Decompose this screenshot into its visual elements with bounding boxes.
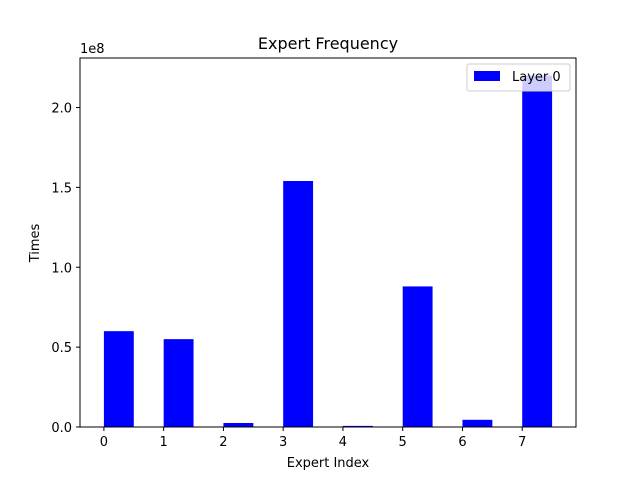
legend-swatch bbox=[474, 71, 500, 81]
x-ticks-group: 0 1 2 3 4 5 6 7 bbox=[100, 427, 526, 450]
bar-expert-5 bbox=[402, 286, 433, 427]
bar-expert-2 bbox=[223, 423, 254, 427]
bar-expert-0 bbox=[103, 331, 134, 427]
y-tick-label: 2.0 bbox=[51, 102, 72, 117]
y-tick-label: 0.5 bbox=[51, 341, 72, 356]
y-tick-label: 0.0 bbox=[51, 421, 72, 436]
y-tick-label: 1.5 bbox=[51, 181, 72, 196]
y-offset-label: 1e8 bbox=[80, 42, 105, 57]
x-tick-label: 3 bbox=[279, 435, 287, 450]
bar-expert-4 bbox=[342, 425, 373, 427]
x-tick-label: 4 bbox=[339, 435, 347, 450]
x-tick-label: 2 bbox=[219, 435, 227, 450]
chart-title: Expert Frequency bbox=[258, 34, 398, 53]
bars-group bbox=[103, 75, 553, 428]
y-tick-label: 1.0 bbox=[51, 261, 72, 276]
bar-expert-6 bbox=[462, 419, 493, 427]
y-axis-label: Times bbox=[28, 223, 43, 263]
bar-expert-3 bbox=[283, 181, 314, 427]
x-tick-label: 1 bbox=[160, 435, 168, 450]
x-tick-label: 0 bbox=[100, 435, 108, 450]
x-tick-label: 5 bbox=[399, 435, 407, 450]
legend: Layer 0 bbox=[466, 63, 571, 92]
x-axis-label: Expert Index bbox=[287, 456, 370, 471]
x-tick-label: 6 bbox=[458, 435, 466, 450]
plot-frame bbox=[79, 57, 577, 428]
legend-box bbox=[466, 63, 571, 92]
bar-expert-7 bbox=[522, 75, 553, 428]
legend-label: Layer 0 bbox=[512, 70, 561, 85]
y-ticks-group: 0.0 0.5 1.0 1.5 2.0 bbox=[51, 102, 80, 436]
bar-expert-1 bbox=[163, 339, 194, 427]
x-tick-label: 7 bbox=[518, 435, 526, 450]
